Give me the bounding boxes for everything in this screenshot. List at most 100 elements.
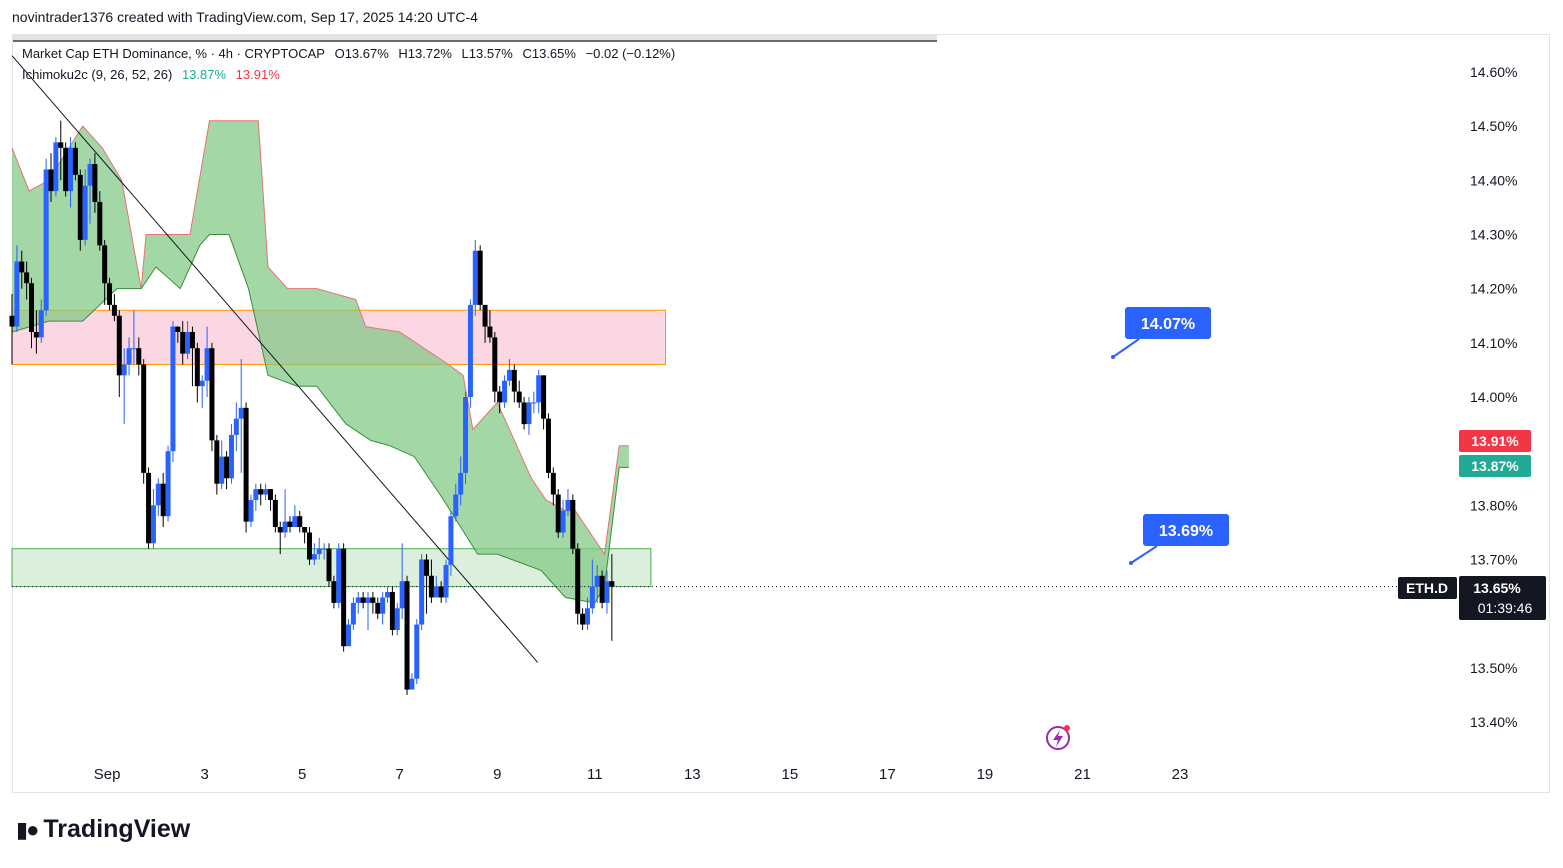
candle-body xyxy=(292,516,298,528)
y-tick-label: 13.70% xyxy=(1470,552,1517,568)
candle-body xyxy=(545,418,551,473)
candle-body xyxy=(394,608,400,630)
legend-ohlc: Market Cap ETH Dominance, % · 4h · CRYPT… xyxy=(22,46,681,61)
candle-body xyxy=(326,548,332,582)
candle-body xyxy=(404,581,410,690)
candle-body xyxy=(233,418,239,435)
y-tick-label: 14.60% xyxy=(1470,64,1517,80)
candle-body xyxy=(170,326,176,452)
candle-body xyxy=(380,597,386,614)
legend-indicator: Ichimoku2c (9, 26, 52, 26) 13.87% 13.91% xyxy=(22,67,286,82)
candle-body xyxy=(336,548,342,603)
candle-body xyxy=(131,348,137,350)
candle-body xyxy=(209,348,215,441)
candle-body xyxy=(58,142,64,148)
candle-body xyxy=(287,521,293,528)
candle-body xyxy=(204,348,210,381)
candle-body xyxy=(409,678,415,690)
candle-body xyxy=(155,483,161,506)
ichimoku-cloud xyxy=(12,120,629,603)
tv-logo-icon: ▮● xyxy=(16,816,39,842)
candle-body xyxy=(185,331,191,354)
candle-body xyxy=(599,575,605,603)
callout-lower: 13.69% xyxy=(1159,523,1213,540)
x-tick-label: 11 xyxy=(587,766,603,783)
candle-body xyxy=(360,597,366,603)
price-badge-bg xyxy=(1459,576,1546,620)
candle-body xyxy=(448,516,454,565)
x-tick-label: 7 xyxy=(396,766,404,783)
candle-body xyxy=(560,510,566,533)
candle-body xyxy=(38,310,44,338)
candle-body xyxy=(253,489,259,500)
candle-body xyxy=(214,440,220,484)
candle-body xyxy=(72,147,78,175)
candle-body xyxy=(536,375,542,403)
candle-body xyxy=(228,434,234,479)
candle-body xyxy=(463,397,469,473)
y-tick-label: 14.50% xyxy=(1470,118,1517,134)
candle-body xyxy=(341,548,347,647)
candle-body xyxy=(267,489,273,500)
tradingview-logo[interactable]: ▮● TradingView xyxy=(16,815,190,844)
candle-body xyxy=(399,581,405,609)
callout-upper-pointer xyxy=(1112,338,1140,358)
x-tick-label: 15 xyxy=(782,766,799,783)
candle-body xyxy=(565,499,571,511)
candle-body xyxy=(306,532,312,560)
candle-body xyxy=(492,337,498,392)
candle-body xyxy=(82,185,88,240)
candle-body xyxy=(77,174,83,240)
candle-body xyxy=(438,586,444,598)
legend-low: L13.57% xyxy=(461,46,513,61)
candle-body xyxy=(331,581,337,603)
candle-body xyxy=(502,380,508,403)
candle-body xyxy=(224,456,230,479)
candle-body xyxy=(111,304,117,316)
top-scroll-strip[interactable] xyxy=(12,34,937,42)
candle-body xyxy=(107,283,113,305)
ichimoku-red-badge-bg xyxy=(1459,430,1531,452)
candle-body xyxy=(48,169,54,192)
candle-body xyxy=(389,592,395,630)
candle-body xyxy=(584,608,590,625)
candle-body xyxy=(97,201,103,246)
candle-body xyxy=(194,348,200,387)
candle-body xyxy=(121,364,127,376)
candle-body xyxy=(126,348,132,365)
candle-body xyxy=(116,315,122,376)
candle-body xyxy=(68,147,74,192)
candle-body xyxy=(316,548,322,555)
candle-body xyxy=(472,250,478,305)
x-tick-label: 21 xyxy=(1074,766,1091,783)
header-credit: novintrader1376 created with TradingView… xyxy=(12,9,478,25)
callout-upper: 14.07% xyxy=(1141,316,1195,333)
candle-body xyxy=(385,592,391,598)
candle-body xyxy=(24,272,30,284)
candle-body xyxy=(175,326,181,332)
candle-body xyxy=(9,315,15,327)
x-tick-label: 23 xyxy=(1172,766,1189,783)
indicator-name[interactable]: Ichimoku2c (9, 26, 52, 26) xyxy=(22,67,173,82)
candle-body xyxy=(346,624,352,647)
legend-symbol[interactable]: Market Cap ETH Dominance, % · 4h · CRYPT… xyxy=(22,46,325,61)
candle-body xyxy=(150,505,156,544)
candle-body xyxy=(370,597,376,603)
candle-body xyxy=(482,304,488,327)
lightning-icon-ring xyxy=(1046,726,1070,750)
callout-upper-bg xyxy=(1125,307,1211,339)
candle-body xyxy=(92,164,98,202)
candle-body xyxy=(580,613,586,625)
candle-body xyxy=(604,581,610,603)
legend-high: H13.72% xyxy=(398,46,452,61)
candle-body xyxy=(594,575,600,587)
candle-body xyxy=(487,326,493,338)
x-tick-label: 9 xyxy=(493,766,501,783)
x-tick-label: 13 xyxy=(684,766,701,783)
candle-body xyxy=(258,489,264,495)
x-tick-label: Sep xyxy=(94,766,121,783)
legend-open: O13.67% xyxy=(334,46,389,61)
candle-body xyxy=(458,472,464,495)
indicator-value-1: 13.87% xyxy=(181,67,227,82)
